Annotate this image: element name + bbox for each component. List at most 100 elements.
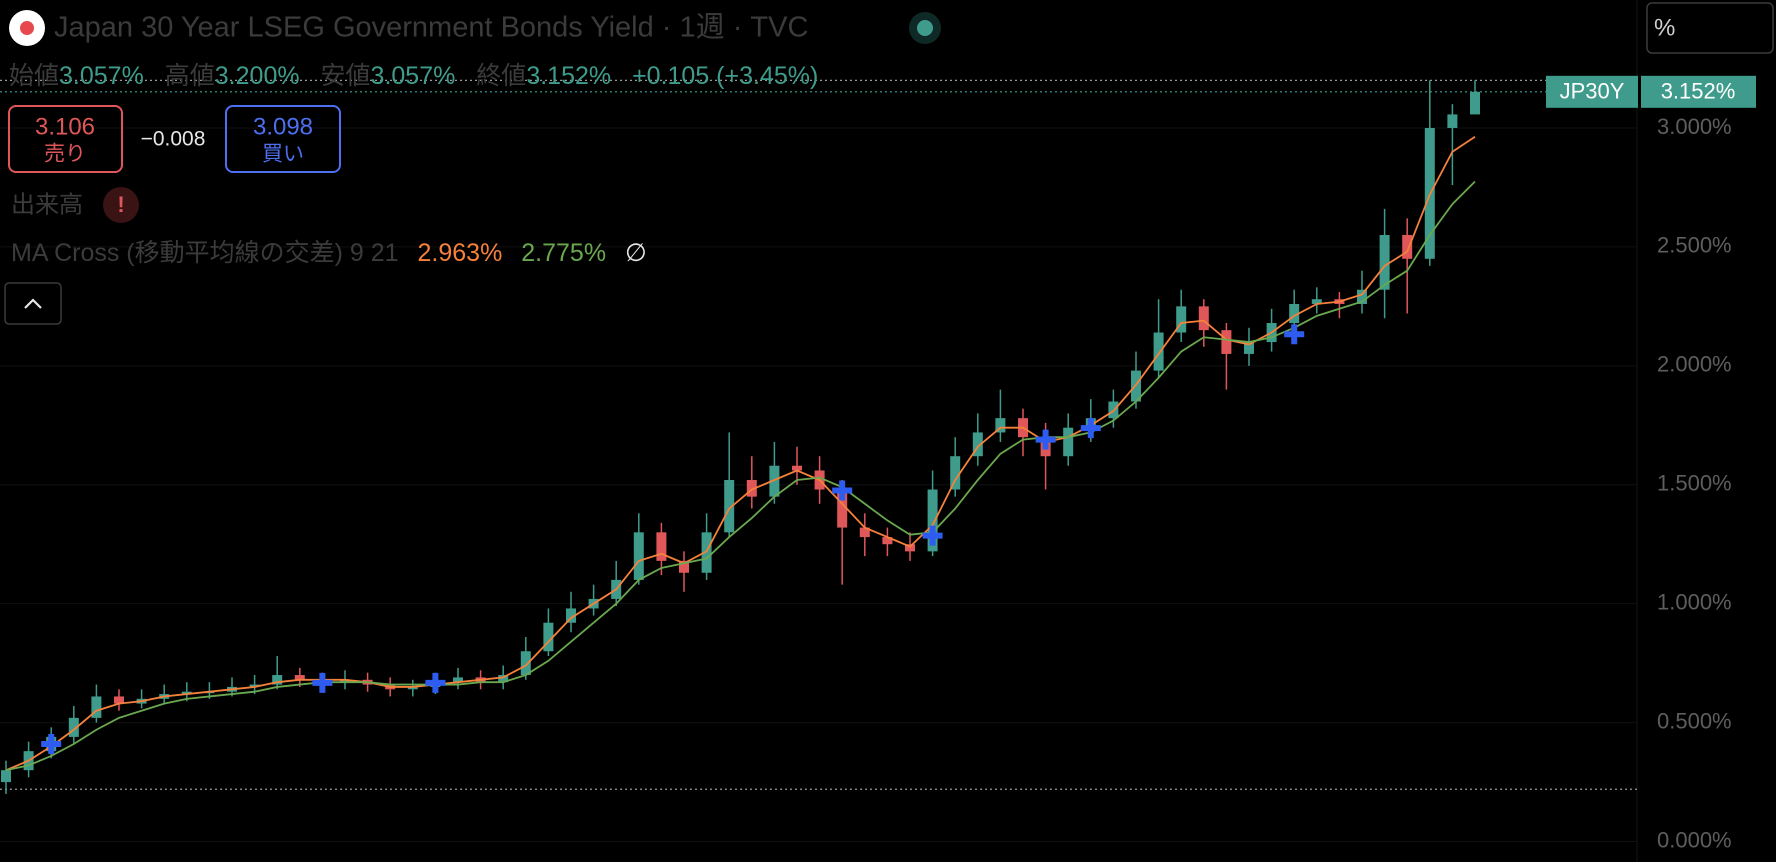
candle-body bbox=[249, 684, 260, 687]
candle-body bbox=[181, 691, 192, 695]
candle-body bbox=[724, 479, 735, 533]
symbol-icon-dot bbox=[20, 21, 34, 35]
collapse-icon bbox=[24, 298, 42, 309]
collapse-button[interactable] bbox=[4, 282, 62, 325]
candle-body bbox=[1153, 332, 1164, 371]
ohlc-label: 安値 bbox=[321, 62, 371, 90]
ohlc-value: 3.152% bbox=[526, 62, 611, 90]
candle-body bbox=[1289, 303, 1300, 324]
y-tick-label: 1.000% bbox=[1657, 589, 1732, 614]
candle-body bbox=[882, 537, 893, 545]
candle-body bbox=[746, 479, 757, 497]
indicator-line: MA Cross (移動平均線の交差) 9 21 2.963% 2.775% ∅ bbox=[11, 239, 647, 267]
indicator-icon[interactable]: ∅ bbox=[625, 239, 647, 267]
buy-label: 買い bbox=[262, 143, 304, 166]
candle-body bbox=[1447, 114, 1458, 128]
unit-box[interactable] bbox=[1646, 2, 1774, 54]
ohlc-value: 3.057% bbox=[59, 62, 144, 90]
candle-body bbox=[972, 432, 983, 457]
candle-body bbox=[701, 532, 712, 573]
cross-marker bbox=[1284, 324, 1305, 345]
candle-body bbox=[566, 608, 576, 623]
cross-marker bbox=[41, 734, 62, 755]
cross-marker bbox=[922, 525, 943, 546]
cross-marker bbox=[1080, 418, 1101, 439]
candle-body bbox=[1, 770, 11, 783]
cross-marker bbox=[425, 672, 446, 693]
symbol-label-bg bbox=[1546, 75, 1638, 108]
cross-marker bbox=[1035, 429, 1056, 450]
ohlc-line: 始値3.057% 高値3.200% 安値3.057% 終値3.152% +0.1… bbox=[9, 62, 818, 90]
ohlc-label: 始値 bbox=[9, 62, 59, 90]
volume-label[interactable]: 出来高 bbox=[11, 191, 83, 218]
candle-body bbox=[792, 465, 802, 471]
candle-body bbox=[1063, 427, 1074, 457]
y-tick-label: 2.500% bbox=[1657, 233, 1732, 258]
candle-body bbox=[679, 560, 689, 573]
candle-body bbox=[407, 686, 418, 690]
candle-body bbox=[91, 696, 102, 718]
indicator-value: 2.963% bbox=[418, 239, 503, 267]
title[interactable]: Japan 30 Year LSEG Government Bonds Yiel… bbox=[54, 12, 808, 44]
spread: −0.008 bbox=[141, 128, 206, 151]
candle-body bbox=[1311, 299, 1322, 304]
ohlc-label: 終値 bbox=[476, 62, 526, 90]
candle-body bbox=[1470, 91, 1480, 115]
candle-body bbox=[520, 651, 531, 676]
sell-label: 売り bbox=[44, 143, 86, 166]
y-tick-label: 2.000% bbox=[1657, 352, 1732, 377]
sell-price: 3.106 bbox=[35, 113, 95, 140]
candle-body bbox=[1244, 342, 1254, 354]
candle-body bbox=[453, 677, 463, 683]
candle-body bbox=[498, 675, 509, 683]
cross-marker bbox=[312, 672, 333, 693]
last-price-label: 3.152% bbox=[1661, 79, 1736, 104]
candle-body bbox=[927, 489, 938, 552]
candle-body bbox=[950, 456, 961, 490]
candle-body bbox=[543, 622, 554, 652]
candle-body bbox=[294, 675, 305, 680]
candle-body bbox=[1198, 306, 1209, 331]
last-price-bg bbox=[1641, 75, 1756, 108]
candle-body bbox=[837, 489, 848, 528]
y-tick-label: 1.500% bbox=[1657, 471, 1732, 496]
symbol-label: JP30Y bbox=[1560, 79, 1625, 104]
candle-body bbox=[340, 679, 350, 683]
y-tick-label: 0.000% bbox=[1657, 827, 1732, 852]
candle-body bbox=[905, 544, 915, 552]
buy-button[interactable] bbox=[225, 105, 341, 173]
indicator-value: 2.775% bbox=[521, 239, 606, 267]
ma-line bbox=[5, 180, 1476, 772]
alert-mark: ! bbox=[117, 192, 124, 217]
candle-body bbox=[1176, 306, 1187, 333]
buy-price: 3.098 bbox=[253, 113, 313, 140]
candle-body bbox=[656, 532, 667, 561]
y-tick-label: 0.500% bbox=[1657, 708, 1732, 733]
candle-body bbox=[769, 465, 780, 497]
ohlc-value: 3.200% bbox=[215, 62, 300, 90]
candle-body bbox=[1379, 235, 1390, 290]
candle-body bbox=[633, 532, 644, 580]
candle-body bbox=[1402, 235, 1413, 259]
plot-area bbox=[0, 0, 1638, 862]
alert-icon[interactable] bbox=[103, 187, 139, 223]
indicator-name[interactable]: MA Cross (移動平均線の交差) 9 21 bbox=[11, 239, 399, 267]
candle-body bbox=[68, 717, 79, 737]
sell-button[interactable] bbox=[8, 105, 123, 173]
candle-body bbox=[114, 696, 124, 704]
candle-body bbox=[272, 675, 283, 685]
status-dot bbox=[917, 20, 933, 36]
change: +0.105 (+3.45%) bbox=[632, 62, 818, 90]
candle-body bbox=[995, 418, 1006, 433]
ohlc-value: 3.057% bbox=[371, 62, 456, 90]
cross-marker bbox=[832, 480, 853, 501]
ohlc-label: 高値 bbox=[165, 62, 215, 90]
unit-text: % bbox=[1654, 14, 1675, 41]
y-tick-label: 3.000% bbox=[1657, 114, 1732, 139]
candle-body bbox=[1221, 330, 1232, 354]
candle-body bbox=[859, 527, 870, 538]
candle-body bbox=[1357, 289, 1367, 304]
